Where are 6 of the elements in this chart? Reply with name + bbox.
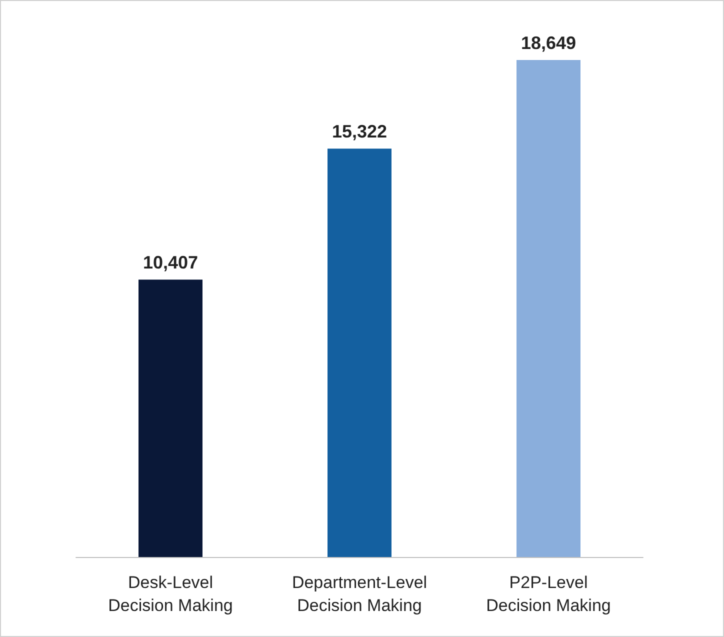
x-tick-label: Department-Level Decision Making	[292, 573, 428, 615]
x-tick-label: Desk-Level Decision Making	[108, 573, 233, 615]
data-label: 18,649	[520, 33, 576, 53]
x-tick-label: P2P-Level Decision Making	[486, 573, 611, 615]
data-label: 10,407	[142, 252, 198, 273]
data-label: 15,322	[332, 122, 388, 142]
